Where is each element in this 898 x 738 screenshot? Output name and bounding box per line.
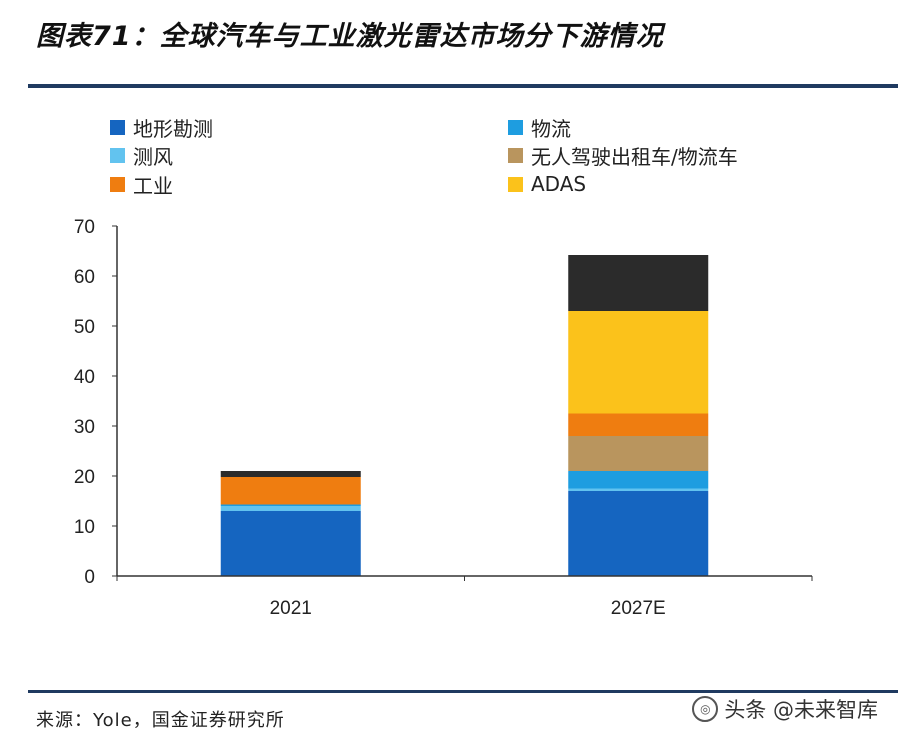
bar-segment	[568, 436, 709, 471]
bar-segment	[220, 477, 361, 505]
watermark-logo-icon: ◎	[692, 696, 719, 722]
y-tick-label: 40	[74, 367, 95, 388]
legend: 地形勘测 物流 测风 无人驾驶出租车/物流车 工业 ADAS	[0, 0, 898, 210]
x-tick-label: 2027E	[611, 598, 666, 619]
legend-swatch	[508, 176, 523, 192]
bar-segment	[568, 491, 709, 576]
bar-segment	[220, 506, 361, 511]
x-tick-label: 2021	[270, 598, 312, 619]
y-tick-label: 10	[74, 517, 95, 538]
legend-label: 物流	[531, 116, 571, 141]
watermark-text: 头条 @未来智库	[724, 698, 878, 722]
bar-group	[220, 255, 709, 576]
top-divider	[28, 84, 898, 88]
bar-segment	[568, 471, 709, 489]
watermark: ◎ 头条 @未来智库	[692, 694, 878, 724]
bar-segment	[568, 413, 709, 436]
y-axis-ticks: 0 10 20 30 40 50 60 70	[74, 217, 117, 588]
legend-label: 测风	[133, 144, 173, 169]
legend-item: 物流	[508, 114, 571, 141]
legend-item: 地形勘测	[110, 114, 213, 141]
y-tick-label: 70	[74, 217, 95, 238]
legend-item: 工业	[110, 171, 173, 198]
y-tick-label: 50	[74, 317, 95, 338]
legend-label: 地形勘测	[133, 116, 213, 141]
legend-item: 无人驾驶出租车/物流车	[508, 142, 738, 169]
bar-segment	[568, 488, 709, 491]
bar-segment	[220, 504, 361, 506]
bar-segment	[568, 311, 709, 414]
legend-swatch	[508, 119, 523, 135]
legend-label: ADAS	[531, 172, 587, 196]
legend-swatch	[110, 119, 125, 135]
legend-item: 测风	[110, 142, 173, 169]
stacked-bar-chart: 0 10 20 30 40 50 60 70 2021 2027E	[74, 217, 813, 619]
legend-swatch	[110, 147, 125, 163]
x-axis-ticks: 2021 2027E	[116, 576, 813, 619]
bar-segment	[220, 511, 361, 576]
source-note: 来源：Yole，国金证券研究所	[36, 710, 285, 731]
chart-title: 图表71：全球汽车与工业激光雷达市场分下游情况	[36, 21, 664, 52]
legend-swatch	[508, 147, 523, 163]
bar-segment	[220, 471, 361, 477]
legend-item: ADAS	[508, 171, 586, 197]
y-tick-label: 20	[74, 467, 95, 488]
y-tick-label: 60	[74, 267, 95, 288]
bar-segment	[568, 255, 709, 311]
y-tick-label: 30	[74, 417, 95, 438]
legend-label: 工业	[133, 173, 173, 198]
legend-swatch	[110, 176, 125, 192]
y-tick-label: 0	[84, 567, 95, 588]
bottom-divider	[28, 690, 898, 693]
legend-label: 无人驾驶出租车/物流车	[531, 144, 738, 169]
